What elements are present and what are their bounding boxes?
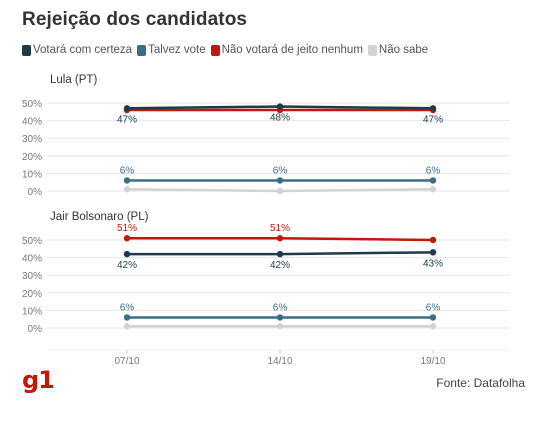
data-point-talvez-vote xyxy=(276,314,284,321)
data-label-talvez-vote: 6% xyxy=(273,302,288,313)
y-tick-label: 50% xyxy=(22,236,42,247)
data-label-talvez-vote: 6% xyxy=(426,165,441,176)
data-label-talvez-vote: 6% xyxy=(273,165,288,176)
g1-logo: g1 xyxy=(22,366,55,394)
legend-label-nao-votara: Não votará de jeito nenhum xyxy=(221,44,363,56)
data-label-votara-com-certeza: 43% xyxy=(423,258,443,269)
panel-title: Jair Bolsonaro (PL) xyxy=(50,211,149,223)
x-tick-label: 14/10 xyxy=(267,356,292,367)
y-tick-label: 0% xyxy=(28,324,43,335)
legend-swatch-nao-sabe xyxy=(367,44,377,56)
y-tick-label: 10% xyxy=(22,169,42,180)
y-tick-label: 40% xyxy=(22,117,42,128)
data-label-nao-votara-de-jeito-nenhum: 51% xyxy=(270,223,290,234)
y-tick-label: 40% xyxy=(22,254,42,265)
y-tick-label: 10% xyxy=(22,306,42,317)
data-point-nao-sabe xyxy=(429,186,437,193)
legend-item-nao-votara[interactable]: Não votará de jeito nenhum xyxy=(210,44,363,56)
data-label-votara-com-certeza: 47% xyxy=(117,114,137,125)
y-tick-label: 30% xyxy=(22,134,42,145)
legend-item-votara[interactable]: Votará com certeza xyxy=(22,44,132,56)
data-label-votara-com-certeza: 42% xyxy=(270,260,290,271)
x-tick-label: 07/10 xyxy=(114,356,139,367)
legend-item-nao-sabe[interactable]: Não sabe xyxy=(367,44,429,56)
legend-swatch-votara xyxy=(22,44,31,56)
legend-swatch-nao-votara xyxy=(210,44,220,56)
data-point-nao-votara-de-jeito-nenhum xyxy=(429,236,437,244)
data-point-talvez-vote xyxy=(429,177,437,184)
data-label-votara-com-certeza: 42% xyxy=(117,260,137,271)
panel-title: Lula (PT) xyxy=(50,74,97,86)
data-point-votara-com-certeza xyxy=(123,250,131,258)
source-note: Fonte: Datafolha xyxy=(436,376,525,390)
data-point-nao-votara-de-jeito-nenhum xyxy=(276,235,284,242)
legend-label-talvez: Talvez vote xyxy=(148,44,206,56)
data-point-nao-sabe xyxy=(276,323,284,330)
chart-title: Rejeição dos candidatos xyxy=(22,9,248,30)
data-point-nao-sabe xyxy=(429,323,437,330)
y-tick-label: 0% xyxy=(28,187,43,198)
y-tick-label: 30% xyxy=(22,271,42,282)
data-point-talvez-vote xyxy=(429,314,437,321)
data-point-votara-com-certeza xyxy=(429,249,437,256)
data-point-votara-com-certeza xyxy=(429,105,437,112)
data-point-votara-com-certeza xyxy=(276,103,284,110)
legend-item-talvez[interactable]: Talvez vote xyxy=(137,44,206,56)
data-label-votara-com-certeza: 47% xyxy=(423,114,443,125)
data-point-votara-com-certeza xyxy=(276,250,284,258)
data-label-nao-votara-de-jeito-nenhum: 51% xyxy=(117,223,137,234)
y-tick-label: 50% xyxy=(22,99,42,110)
legend-swatch-talvez xyxy=(137,44,147,56)
data-label-votara-com-certeza: 48% xyxy=(270,113,290,124)
data-point-talvez-vote xyxy=(123,177,131,184)
data-point-nao-sabe xyxy=(276,187,284,195)
data-point-talvez-vote xyxy=(123,314,131,321)
data-point-talvez-vote xyxy=(276,177,284,184)
data-label-talvez-vote: 6% xyxy=(426,302,441,313)
data-point-votara-com-certeza xyxy=(123,105,131,112)
x-tick-label: 19/10 xyxy=(420,356,445,367)
legend-label-votara: Votará com certeza xyxy=(33,44,133,56)
data-label-talvez-vote: 6% xyxy=(120,302,135,313)
legend-label-nao-sabe: Não sabe xyxy=(378,44,429,56)
data-point-nao-sabe xyxy=(123,186,131,193)
data-point-nao-votara-de-jeito-nenhum xyxy=(123,235,131,242)
legend: Votará com certeza Talvez vote Não votar… xyxy=(22,44,433,56)
y-tick-label: 20% xyxy=(22,289,42,300)
y-tick-label: 20% xyxy=(22,152,42,163)
data-label-talvez-vote: 6% xyxy=(120,165,135,176)
data-point-nao-sabe xyxy=(123,323,131,330)
